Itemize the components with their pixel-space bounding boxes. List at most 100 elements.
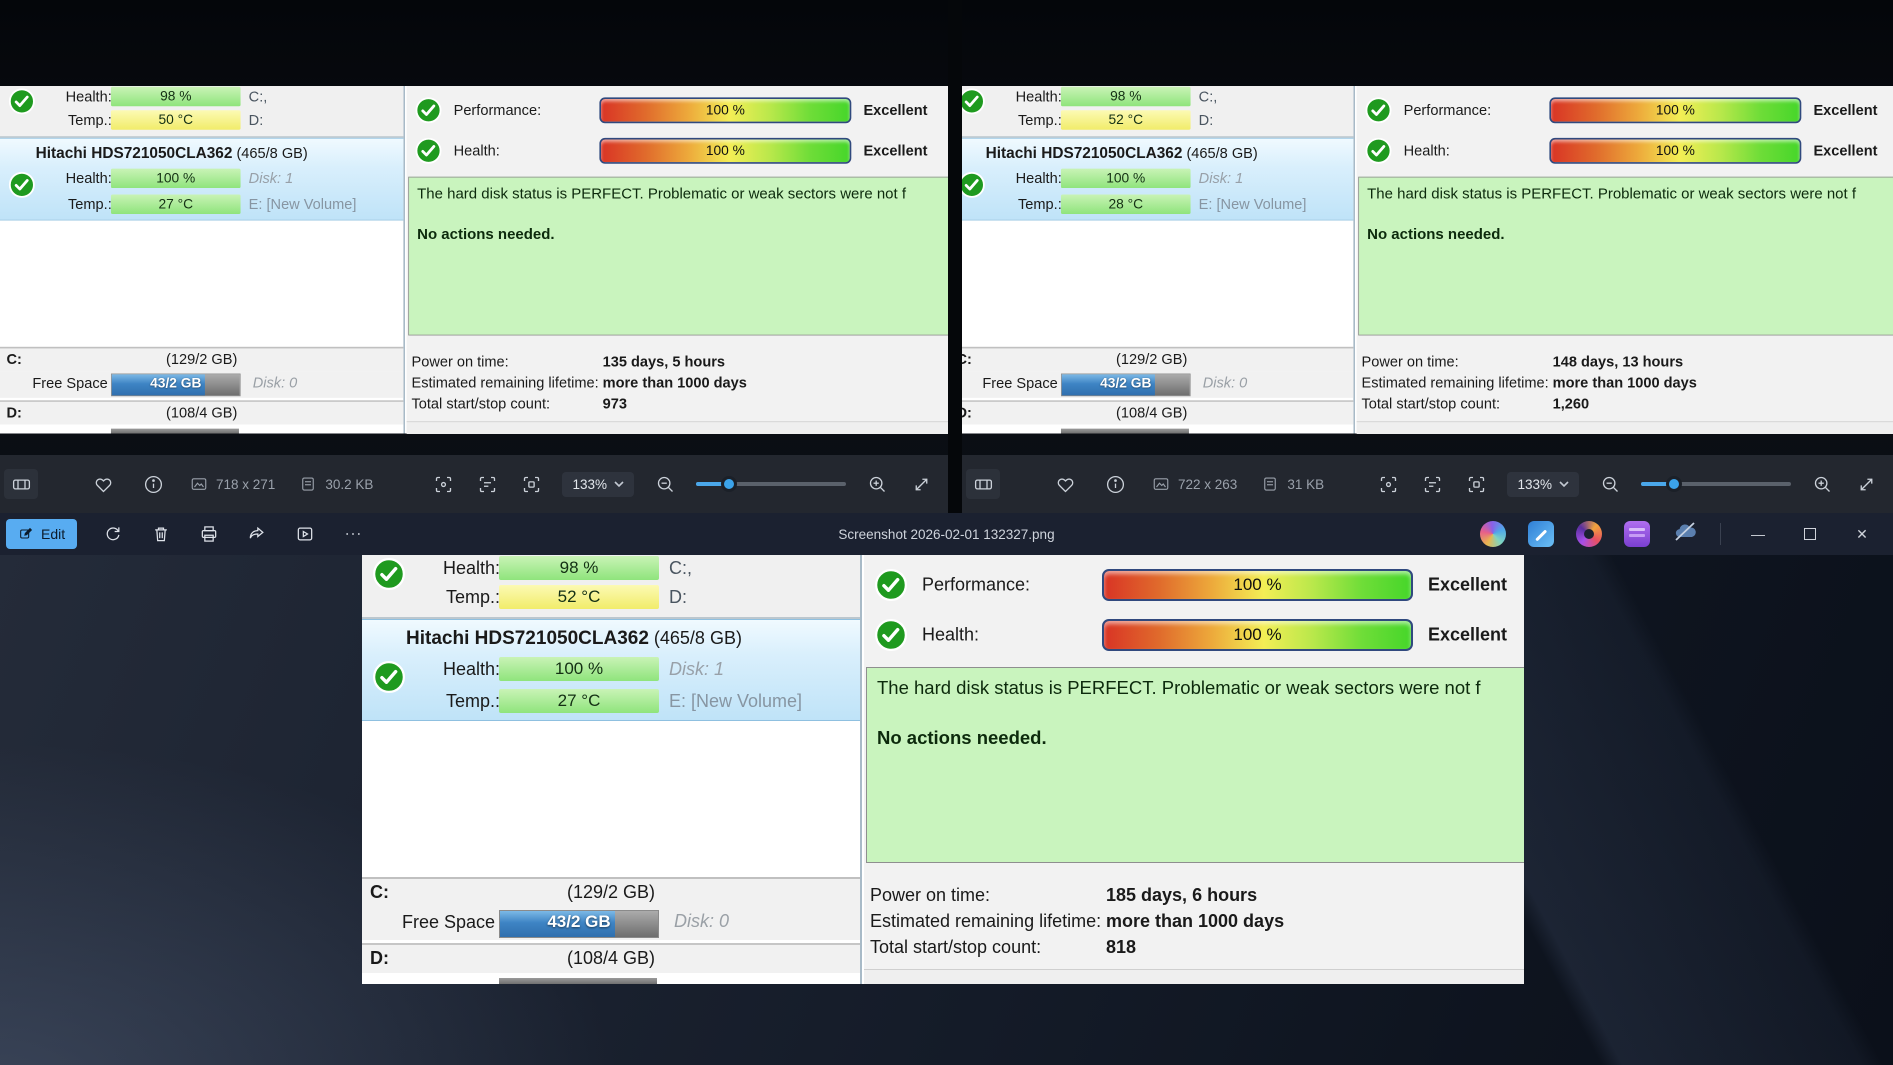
health-label: Health: xyxy=(1015,170,1062,187)
partition-next-row-sliver xyxy=(962,424,1354,434)
zoom-in-icon[interactable] xyxy=(864,471,890,497)
photos-toolbar: 722 x 263 31 KB 133% xyxy=(962,455,1893,513)
free-space-bar-fill xyxy=(1061,374,1156,396)
partition-c-size: (129/2 GB) xyxy=(566,882,656,902)
performance-row: Performance: 100 % Excellent xyxy=(407,96,948,125)
partition-d-letter: D: xyxy=(962,404,972,421)
ssd-temp-value: 52 °C xyxy=(1108,111,1144,128)
ssd-temp-bar: 52 °C xyxy=(499,585,659,609)
status-ok-icon xyxy=(372,660,406,694)
edit-button[interactable]: Edit xyxy=(6,519,78,549)
status-ok-icon xyxy=(962,171,986,199)
share-icon[interactable] xyxy=(245,522,269,546)
text-actions-icon[interactable] xyxy=(474,471,500,497)
disk-health-bar: 100 % xyxy=(499,657,659,681)
minimize-button[interactable]: — xyxy=(1751,526,1765,542)
visual-search-icon[interactable] xyxy=(430,471,456,497)
disk-capacity: (465/8 GB) xyxy=(1186,145,1258,162)
delete-icon[interactable] xyxy=(149,522,173,546)
status-ok-icon xyxy=(874,568,908,602)
zoom-slider[interactable] xyxy=(696,476,846,492)
print-icon[interactable] xyxy=(197,522,221,546)
disk-health-row: Health: 100 % Disk: 1 xyxy=(362,656,860,684)
zoom-slider-fill xyxy=(696,482,729,486)
partition-list: C: (129/2 GB) Free Space 43/2 GB Disk: 0… xyxy=(962,346,1354,434)
filmstrip-toggle-icon[interactable] xyxy=(4,469,38,499)
disk-capacity: (465/8 GB) xyxy=(653,628,742,648)
zoom-level-dropdown[interactable]: 133% xyxy=(562,471,634,497)
free-space-label: Free Space xyxy=(32,375,108,392)
filmstrip-toggle-icon[interactable] xyxy=(966,469,1000,499)
info-icon[interactable] xyxy=(140,471,166,497)
lifetime-value: more than 1000 days xyxy=(1106,911,1285,931)
power-on-label: Power on time: xyxy=(870,885,991,905)
status-ok-icon xyxy=(372,557,406,591)
fullscreen-icon[interactable] xyxy=(1853,471,1879,497)
performance-label: Performance: xyxy=(453,101,542,118)
partition-c-size: (129/2 GB) xyxy=(1116,350,1188,368)
image-dimensions-icon xyxy=(1153,478,1169,490)
visual-search-icon[interactable] xyxy=(1375,471,1401,497)
image-edit-icon[interactable] xyxy=(1528,521,1554,547)
zoom-slider-fill xyxy=(1641,482,1674,486)
health-row: Health: 100 % Excellent xyxy=(864,617,1524,653)
fit-to-window-icon[interactable] xyxy=(518,471,544,497)
health-label: Health: xyxy=(65,88,112,105)
zoom-out-icon[interactable] xyxy=(1597,471,1623,497)
start-stop-value: 818 xyxy=(1106,937,1137,957)
temp-label: Temp.: xyxy=(1018,111,1062,129)
partition-c-letter: C: xyxy=(370,882,389,902)
favorite-icon[interactable] xyxy=(90,471,116,497)
designer-icon[interactable] xyxy=(1576,521,1602,547)
zoom-slider-thumb[interactable] xyxy=(721,476,737,492)
disk-list-panel: Health: 98 % C:, Temp.: 52 °C D: Hitachi… xyxy=(362,555,862,984)
power-on-row: Power on time: 135 days, 5 hours xyxy=(411,352,948,373)
photos-window-top-left: Health: 98 % C:, Temp.: 50 °C D: Hitachi… xyxy=(0,0,948,513)
gallery-icon[interactable] xyxy=(1624,521,1650,547)
free-space-label: Free Space xyxy=(982,375,1058,392)
zoom-slider-track[interactable] xyxy=(696,482,846,486)
slideshow-icon[interactable] xyxy=(293,522,317,546)
text-actions-icon[interactable] xyxy=(1419,471,1445,497)
image-dimensions-icon xyxy=(191,478,207,490)
onedrive-offline-icon[interactable] xyxy=(1672,519,1698,550)
zoom-level-value: 133% xyxy=(572,476,607,492)
chevron-down-icon xyxy=(614,481,624,488)
next-section-sliver xyxy=(1356,421,1893,434)
zoom-in-icon[interactable] xyxy=(1809,471,1835,497)
health-value: 100 % xyxy=(1233,625,1282,644)
file-size-icon xyxy=(302,477,315,491)
favorite-icon[interactable] xyxy=(1052,471,1078,497)
info-icon[interactable] xyxy=(1102,471,1128,497)
copilot-icon[interactable] xyxy=(1480,521,1506,547)
power-on-value: 148 days, 13 hours xyxy=(1552,353,1684,370)
ssd-drive-c: C:, xyxy=(248,88,268,105)
partition-disk-index: Disk: 0 xyxy=(674,911,730,931)
zoom-out-icon[interactable] xyxy=(652,471,678,497)
titlebar-divider xyxy=(1720,523,1721,545)
more-options-icon[interactable] xyxy=(341,522,365,546)
zoom-slider-track[interactable] xyxy=(1641,482,1791,486)
image-dimensions: 722 x 263 xyxy=(1152,475,1237,493)
edit-pencil-icon xyxy=(20,527,33,539)
status-ok-icon xyxy=(962,88,986,116)
partition-d-size: (108/4 GB) xyxy=(1116,404,1188,421)
fit-to-window-icon[interactable] xyxy=(1463,471,1489,497)
zoom-level-dropdown[interactable]: 133% xyxy=(1507,471,1579,497)
close-button[interactable]: ✕ xyxy=(1856,525,1868,542)
zoom-slider-thumb[interactable] xyxy=(1666,476,1682,492)
partition-disk-index: Disk: 0 xyxy=(1202,374,1248,391)
fullscreen-icon[interactable] xyxy=(908,471,934,497)
disk-summary-ssd: Health: 98 % C:, Temp.: 52 °C D: xyxy=(962,86,1354,138)
temp-label: Temp.: xyxy=(445,691,500,711)
rotate-icon[interactable] xyxy=(101,522,125,546)
zoom-slider[interactable] xyxy=(1641,476,1791,492)
maximize-button[interactable] xyxy=(1795,519,1825,549)
power-on-label: Power on time: xyxy=(411,353,509,370)
disk-title: Hitachi HDS721050CLA362 (465/8 GB) xyxy=(986,145,1258,163)
ssd-health-value: 98 % xyxy=(160,88,192,104)
ssd-drive-d: D: xyxy=(669,587,687,607)
start-stop-label: Total start/stop count: xyxy=(411,395,551,412)
hd-sentinel-screenshot: Health: 98 % C:, Temp.: 52 °C D: Hitachi… xyxy=(362,555,1524,984)
free-space-value: 43/2 GB xyxy=(150,375,202,391)
